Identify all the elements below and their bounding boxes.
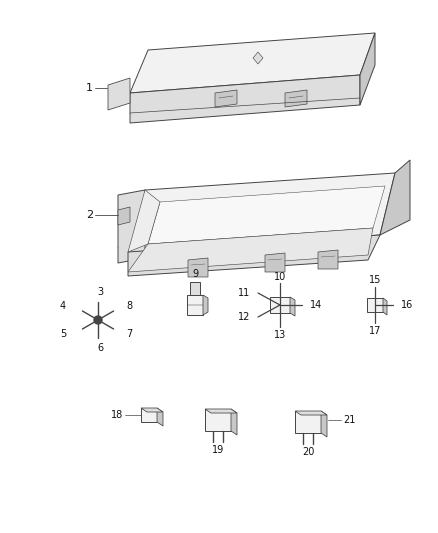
Polygon shape — [130, 33, 375, 93]
Text: 19: 19 — [212, 445, 224, 455]
Text: 14: 14 — [310, 300, 322, 310]
Polygon shape — [130, 75, 360, 123]
Polygon shape — [128, 228, 373, 272]
Polygon shape — [190, 282, 200, 295]
Polygon shape — [157, 408, 163, 426]
Polygon shape — [270, 297, 290, 313]
Text: 7: 7 — [126, 329, 132, 339]
Polygon shape — [318, 250, 338, 269]
Polygon shape — [285, 90, 307, 107]
Polygon shape — [128, 190, 160, 252]
Polygon shape — [141, 408, 163, 412]
Polygon shape — [380, 160, 410, 235]
Polygon shape — [148, 186, 385, 244]
Polygon shape — [187, 295, 203, 315]
Polygon shape — [360, 33, 375, 105]
Polygon shape — [231, 409, 237, 435]
Text: 17: 17 — [369, 326, 381, 336]
Text: 8: 8 — [126, 301, 132, 311]
Text: 18: 18 — [111, 410, 123, 420]
Polygon shape — [205, 409, 237, 413]
Text: 15: 15 — [369, 275, 381, 285]
Text: 4: 4 — [60, 301, 66, 311]
Polygon shape — [290, 297, 295, 316]
Polygon shape — [215, 90, 237, 107]
Polygon shape — [321, 411, 327, 437]
Text: 5: 5 — [60, 329, 66, 339]
Text: 10: 10 — [274, 272, 286, 282]
Polygon shape — [108, 78, 130, 110]
Circle shape — [94, 316, 102, 324]
Text: 16: 16 — [401, 300, 413, 310]
Polygon shape — [118, 207, 130, 225]
Polygon shape — [118, 178, 395, 248]
Text: 2: 2 — [86, 210, 93, 220]
Text: 1: 1 — [86, 83, 93, 93]
Text: 20: 20 — [302, 447, 314, 457]
Polygon shape — [118, 190, 145, 263]
Polygon shape — [295, 411, 321, 433]
Polygon shape — [383, 298, 387, 315]
Text: 13: 13 — [274, 330, 286, 340]
Polygon shape — [128, 235, 380, 276]
Polygon shape — [265, 253, 285, 272]
Polygon shape — [367, 298, 383, 312]
Text: 11: 11 — [238, 288, 250, 298]
Polygon shape — [141, 408, 157, 422]
Polygon shape — [295, 411, 327, 415]
Text: 6: 6 — [97, 343, 103, 353]
Polygon shape — [253, 52, 263, 64]
Polygon shape — [203, 295, 208, 315]
Text: 3: 3 — [97, 287, 103, 297]
Text: 12: 12 — [238, 312, 250, 322]
Text: 21: 21 — [343, 415, 355, 425]
Polygon shape — [205, 409, 231, 431]
Polygon shape — [188, 258, 208, 277]
Polygon shape — [128, 173, 395, 252]
Text: 9: 9 — [192, 269, 198, 279]
